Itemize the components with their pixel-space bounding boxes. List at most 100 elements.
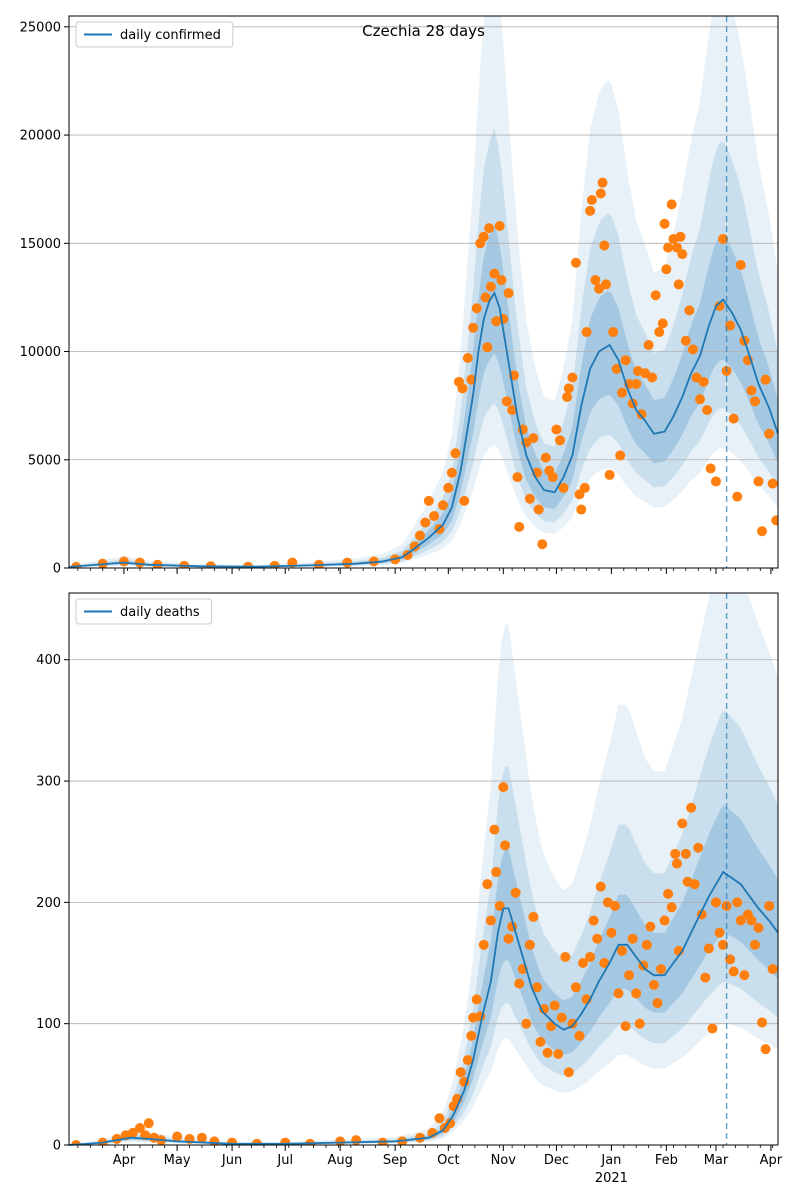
data-point [663,242,674,253]
data-point [414,530,425,541]
deaths-uncertainty-bands [69,593,778,1145]
data-point [574,1030,585,1041]
data-point [563,1067,574,1078]
data-point [570,982,581,993]
data-point [728,966,739,977]
data-point [597,177,608,188]
data-point [556,1012,567,1023]
data-point [656,964,667,975]
chart-title: Czechia 28 days [362,22,485,40]
confirmed-uncertainty-bands [69,16,778,568]
data-point [420,517,431,528]
data-point [647,372,658,383]
legend-entry: daily deaths [120,605,200,620]
legend-box [75,598,213,625]
uncertainty-band [69,128,778,568]
data-point [599,958,610,969]
data-point [687,344,698,355]
data-point [592,933,603,944]
data-point [693,842,704,853]
deaths-axes-frame [68,592,779,1146]
x-tick-label: Sep [383,1153,408,1168]
data-point [698,376,709,387]
data-point [485,915,496,926]
data-point [620,1021,631,1032]
data-point [485,281,496,292]
data-point [446,467,457,478]
x-tick-label: Dec [544,1153,569,1168]
data-point [478,939,489,950]
data-point [601,279,612,290]
data-point [764,428,775,439]
data-point [728,413,739,424]
data-point [414,1132,425,1143]
data-point [524,493,535,504]
data-point [617,387,628,398]
data-point [528,911,539,922]
data-point [521,1018,532,1029]
data-point [491,867,502,878]
data-point [570,257,581,268]
data-point [595,881,606,892]
data-point [172,1131,183,1142]
data-point [677,818,688,829]
confirmed-line [68,291,779,568]
data-point [666,199,677,210]
data-point [434,1113,445,1124]
data-point [611,363,622,374]
data-point [567,372,578,383]
data-point [482,342,493,353]
data-point [714,301,725,312]
data-point [503,288,514,299]
deaths-gridlines [69,659,778,1025]
data-point [496,275,507,286]
confirmed-points [71,177,778,568]
data-point [705,463,716,474]
confirmed-x-ticks [77,568,774,574]
data-point [636,409,647,420]
data-point [703,943,714,954]
data-point [468,322,479,333]
data-point [615,450,626,461]
data-point [714,927,725,938]
data-point [732,897,743,908]
data-point [501,396,512,407]
data-point [351,1135,362,1145]
data-point [437,500,448,511]
data-point [524,939,535,950]
data-point [631,988,642,999]
data-point [657,318,668,329]
x-tick-label: May [164,1153,191,1168]
data-point [671,858,682,869]
data-point [670,848,681,859]
data-point [634,1018,645,1029]
data-point [143,1118,154,1129]
data-point [663,888,674,899]
data-point [680,335,691,346]
data-point [127,1127,138,1138]
data-point [578,958,589,969]
data-point [604,469,615,480]
x-year-label: 2021 [595,1171,628,1186]
legend-entry: daily confirmed [120,28,221,43]
confirmed-axes-frame [68,15,779,569]
x-tick-label: Jun [221,1153,242,1168]
data-point [480,292,491,303]
data-point [650,290,661,301]
x-tick-label: Apr [760,1153,783,1168]
data-point [498,782,509,793]
data-point [540,452,551,463]
x-tick-label: Jul [276,1153,293,1168]
data-point [732,491,743,502]
data-point [554,435,565,446]
data-point [749,939,760,950]
data-point [134,557,145,568]
y-tick-label: 0 [53,1139,61,1154]
data-point [542,1047,553,1058]
data-point [494,901,505,912]
x-tick-label: Apr [113,1153,136,1168]
data-point [606,927,617,938]
data-point [588,915,599,926]
data-point [512,472,523,483]
